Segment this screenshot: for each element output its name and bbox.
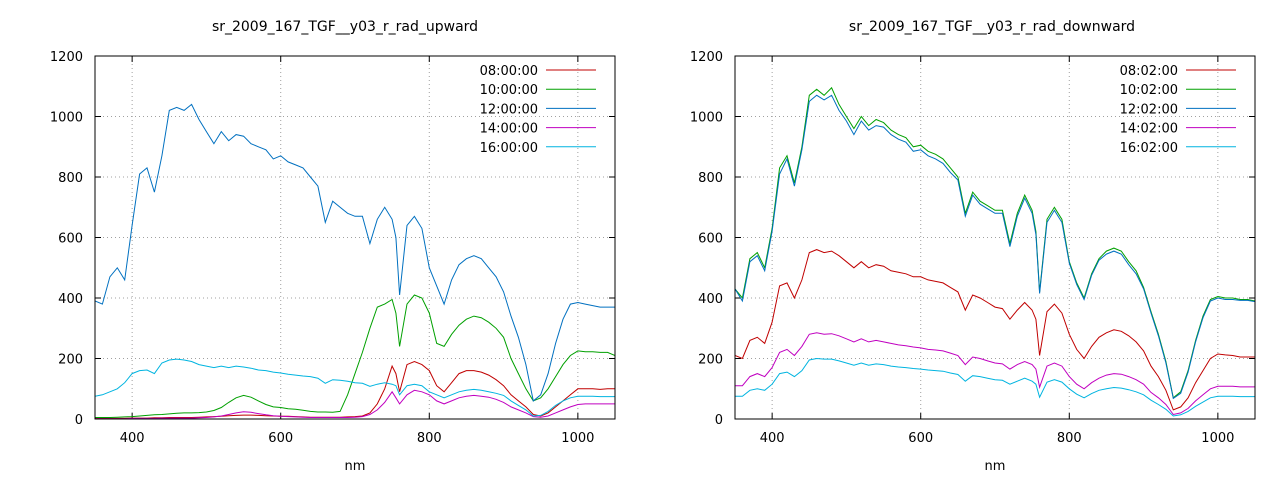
- y-tick-label: 0: [715, 413, 723, 428]
- y-tick-label: 400: [698, 292, 723, 307]
- series-line: [735, 357, 1255, 417]
- legend-label: 08:02:00: [1120, 64, 1178, 79]
- legend-label: 14:02:00: [1120, 122, 1178, 137]
- y-tick-label: 1200: [50, 50, 83, 65]
- y-tick-label: 800: [698, 171, 723, 186]
- x-axis-label: nm: [345, 459, 366, 474]
- y-tick-label: 800: [58, 171, 83, 186]
- y-tick-label: 1000: [690, 111, 723, 126]
- x-tick-label: 400: [120, 431, 145, 446]
- plot-frame: [94, 55, 616, 420]
- plot-frame: [734, 55, 1256, 420]
- series-line: [735, 332, 1255, 416]
- legend-label: 14:00:00: [480, 122, 538, 137]
- chart-title: sr_2009_167_TGF__y03_r_rad_downward: [849, 19, 1135, 35]
- y-tick-label: 0: [75, 413, 83, 428]
- y-tick-label: 600: [698, 232, 723, 247]
- x-tick-label: 400: [760, 431, 785, 446]
- x-tick-label: 600: [908, 431, 933, 446]
- x-tick-label: 800: [1057, 431, 1082, 446]
- x-tick-label: 800: [417, 431, 442, 446]
- series-line: [95, 360, 615, 419]
- series-line: [95, 389, 615, 419]
- series-line: [735, 94, 1255, 400]
- x-tick-label: 1000: [1201, 431, 1234, 446]
- y-tick-label: 400: [58, 292, 83, 307]
- series-line: [95, 103, 615, 402]
- series-line: [95, 294, 615, 418]
- y-tick-label: 600: [58, 232, 83, 247]
- legend-label: 10:02:00: [1120, 83, 1178, 98]
- legend-label: 16:02:00: [1120, 141, 1178, 156]
- y-tick-label: 1200: [690, 50, 723, 65]
- x-tick-label: 1000: [561, 431, 594, 446]
- chart-title: sr_2009_167_TGF__y03_r_rad_upward: [212, 19, 478, 35]
- y-tick-label: 200: [58, 353, 83, 368]
- x-tick-label: 600: [268, 431, 293, 446]
- series-line: [95, 358, 615, 417]
- legend-label: 10:00:00: [480, 83, 538, 98]
- y-tick-label: 200: [698, 353, 723, 368]
- x-axis-label: nm: [985, 459, 1006, 474]
- legend-label: 16:00:00: [480, 141, 538, 156]
- y-tick-label: 1000: [50, 111, 83, 126]
- legend-label: 12:02:00: [1120, 102, 1178, 117]
- legend-label: 12:00:00: [480, 102, 538, 117]
- series-line: [735, 249, 1255, 411]
- legend-label: 08:00:00: [480, 64, 538, 79]
